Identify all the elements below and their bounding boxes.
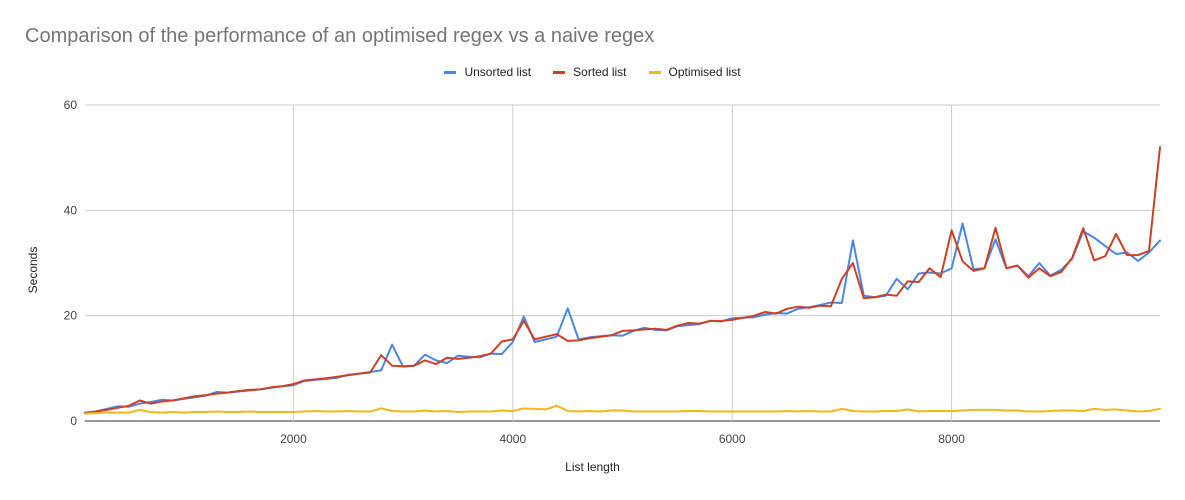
series-line-unsorted (84, 222, 1161, 414)
series-line-sorted (84, 146, 1161, 415)
series-line-optimised (84, 404, 1161, 415)
y-tick-label: 0 (70, 414, 77, 428)
chart-title: Comparison of the performance of an opti… (25, 25, 655, 47)
y-axis-title: Seconds (26, 246, 40, 294)
legend-swatch-optimised (648, 70, 661, 74)
legend-swatch-sorted (553, 70, 566, 74)
y-tick-label: 40 (64, 203, 78, 217)
legend-item-optimised[interactable]: Optimised list (648, 65, 741, 79)
x-axis-title: List length (565, 460, 620, 474)
legend: Unsorted list Sorted list Optimised list (0, 65, 1185, 79)
legend-label-sorted: Sorted list (573, 65, 627, 79)
x-tick-label: 6000 (719, 432, 746, 446)
legend-item-sorted[interactable]: Sorted list (553, 65, 627, 79)
x-tick-label: 4000 (499, 432, 526, 446)
legend-label-optimised: Optimised list (668, 65, 741, 79)
x-tick-label: 2000 (280, 432, 307, 446)
y-tick-label: 60 (64, 98, 78, 112)
legend-swatch-unsorted (444, 70, 457, 74)
x-tick-label: 8000 (938, 432, 965, 446)
legend-item-unsorted[interactable]: Unsorted list (444, 65, 531, 79)
legend-label-unsorted: Unsorted list (464, 65, 532, 79)
y-tick-label: 20 (64, 309, 78, 323)
